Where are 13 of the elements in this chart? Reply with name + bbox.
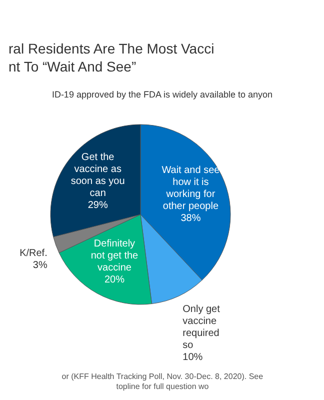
chart-subtitle: ID-19 approved by the FDA is widely available to anyon	[52, 90, 273, 100]
text: or (KFF Health Tracking Poll, Nov. 30-Dec. 8, 2020). See topline for full question wo	[62, 372, 264, 391]
slice-label: Definitely not get the vaccine	[90, 238, 139, 274]
data-label: 29%	[88, 200, 108, 211]
slice-label: Get the vaccine as soon as you can	[70, 152, 125, 199]
chart-title: ral Residents Are The Most Vacci nt To “Wait And See”	[8, 40, 214, 74]
data-label: 20%	[104, 274, 125, 286]
data-label: 38%	[180, 213, 201, 224]
slice-label: Only get vaccine required so	[182, 304, 220, 352]
data-label: 3%	[32, 260, 48, 272]
slice-label: K/Ref.	[20, 248, 48, 260]
slice-label: Wait and see how it is working for other people	[162, 165, 220, 212]
data-label: 10%	[182, 352, 203, 364]
